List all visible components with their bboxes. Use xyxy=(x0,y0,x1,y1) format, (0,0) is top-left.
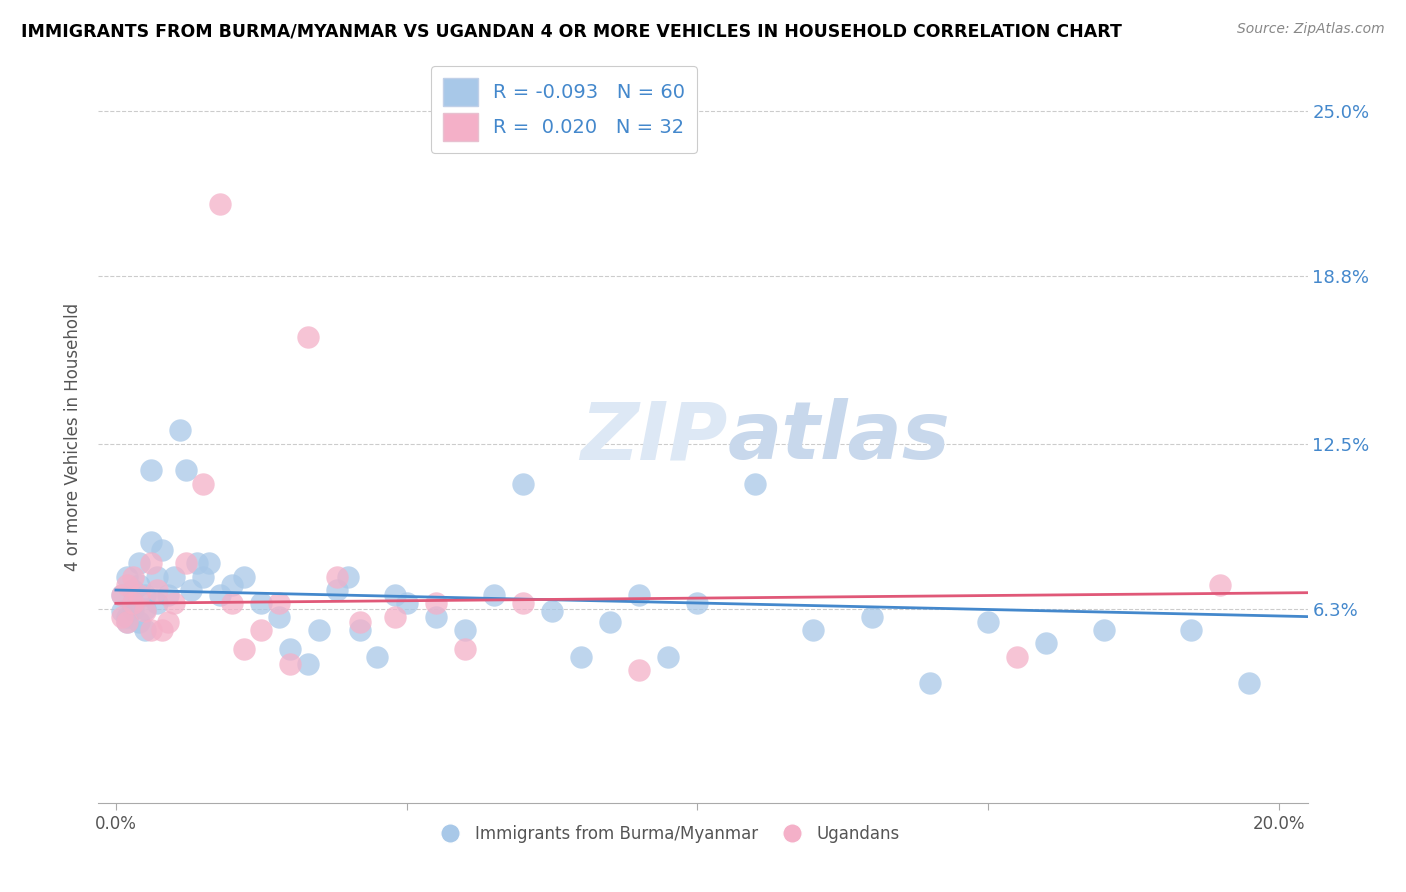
Point xyxy=(326,582,349,597)
Point xyxy=(308,623,330,637)
Point xyxy=(599,615,621,629)
Point xyxy=(139,557,162,571)
Point xyxy=(122,596,145,610)
Point xyxy=(128,577,150,591)
Point xyxy=(540,604,562,618)
Point xyxy=(453,623,475,637)
Point xyxy=(111,588,134,602)
Point xyxy=(122,582,145,597)
Point xyxy=(111,604,134,618)
Point xyxy=(198,557,221,571)
Point xyxy=(686,596,709,610)
Point xyxy=(180,582,202,597)
Text: ZIP: ZIP xyxy=(579,398,727,476)
Point xyxy=(453,641,475,656)
Point xyxy=(232,641,254,656)
Legend: Immigrants from Burma/Myanmar, Ugandans: Immigrants from Burma/Myanmar, Ugandans xyxy=(427,818,907,849)
Point xyxy=(150,623,173,637)
Point xyxy=(128,557,150,571)
Point xyxy=(349,623,371,637)
Point xyxy=(221,577,243,591)
Point xyxy=(174,557,197,571)
Point xyxy=(145,570,167,584)
Point xyxy=(425,596,447,610)
Point xyxy=(744,476,766,491)
Point xyxy=(134,623,156,637)
Point xyxy=(163,596,186,610)
Point xyxy=(134,588,156,602)
Text: Source: ZipAtlas.com: Source: ZipAtlas.com xyxy=(1237,22,1385,37)
Point xyxy=(122,601,145,615)
Point xyxy=(278,641,301,656)
Point xyxy=(918,676,941,690)
Point xyxy=(145,596,167,610)
Point xyxy=(1092,623,1115,637)
Point xyxy=(326,570,349,584)
Point xyxy=(221,596,243,610)
Point xyxy=(366,649,388,664)
Point xyxy=(349,615,371,629)
Point xyxy=(139,535,162,549)
Point xyxy=(117,570,139,584)
Point xyxy=(384,609,406,624)
Point xyxy=(209,588,232,602)
Point xyxy=(117,577,139,591)
Point xyxy=(267,596,290,610)
Point xyxy=(297,657,319,672)
Point xyxy=(191,476,214,491)
Point xyxy=(297,330,319,344)
Point xyxy=(139,623,162,637)
Point xyxy=(1180,623,1202,637)
Point xyxy=(117,615,139,629)
Text: IMMIGRANTS FROM BURMA/MYANMAR VS UGANDAN 4 OR MORE VEHICLES IN HOUSEHOLD CORRELA: IMMIGRANTS FROM BURMA/MYANMAR VS UGANDAN… xyxy=(21,22,1122,40)
Point xyxy=(111,588,134,602)
Point xyxy=(384,588,406,602)
Point xyxy=(628,663,651,677)
Point xyxy=(157,588,180,602)
Point xyxy=(1005,649,1028,664)
Point xyxy=(425,609,447,624)
Y-axis label: 4 or more Vehicles in Household: 4 or more Vehicles in Household xyxy=(65,303,83,571)
Point xyxy=(267,609,290,624)
Point xyxy=(250,596,273,610)
Point xyxy=(209,197,232,211)
Point xyxy=(337,570,360,584)
Point xyxy=(134,604,156,618)
Point xyxy=(122,596,145,610)
Point xyxy=(512,476,534,491)
Point xyxy=(232,570,254,584)
Point xyxy=(512,596,534,610)
Point xyxy=(128,588,150,602)
Point xyxy=(169,424,191,438)
Point xyxy=(163,570,186,584)
Point xyxy=(174,463,197,477)
Point xyxy=(117,615,139,629)
Point xyxy=(482,588,505,602)
Point xyxy=(128,615,150,629)
Point xyxy=(191,570,214,584)
Point xyxy=(657,649,679,664)
Point xyxy=(157,615,180,629)
Point xyxy=(134,601,156,615)
Point xyxy=(1209,577,1232,591)
Point xyxy=(186,557,208,571)
Point xyxy=(145,582,167,597)
Point xyxy=(278,657,301,672)
Point xyxy=(569,649,592,664)
Point xyxy=(628,588,651,602)
Point xyxy=(860,609,883,624)
Point xyxy=(1035,636,1057,650)
Point xyxy=(139,463,162,477)
Point xyxy=(117,609,139,624)
Point xyxy=(803,623,825,637)
Point xyxy=(395,596,418,610)
Point xyxy=(1239,676,1261,690)
Point xyxy=(250,623,273,637)
Point xyxy=(111,609,134,624)
Point xyxy=(122,570,145,584)
Point xyxy=(150,543,173,558)
Point xyxy=(977,615,1000,629)
Text: atlas: atlas xyxy=(727,398,950,476)
